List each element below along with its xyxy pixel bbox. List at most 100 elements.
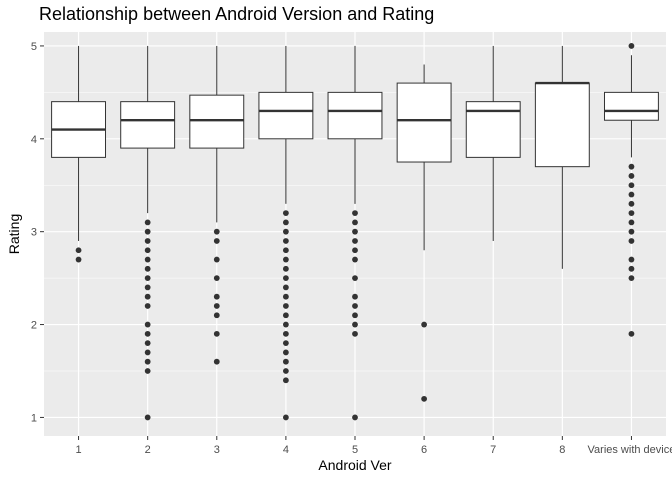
outlier-point: [628, 43, 635, 49]
outlier-point: [144, 228, 151, 235]
outlier-point: [144, 340, 151, 347]
y-tick-label: 1: [31, 412, 37, 424]
y-tick-label: 5: [31, 41, 37, 53]
outlier-point: [213, 256, 220, 263]
outlier-point: [628, 200, 635, 207]
x-tick-label: Varies with device: [588, 444, 672, 456]
y-tick-label: 3: [31, 227, 37, 239]
outlier-point: [628, 228, 635, 235]
outlier-point: [628, 173, 635, 179]
outlier-point: [628, 238, 635, 244]
box: [534, 82, 590, 168]
outlier-point: [144, 265, 151, 272]
outlier-point: [352, 247, 358, 254]
outlier-point: [352, 238, 358, 244]
outlier-point: [144, 303, 151, 309]
outlier-point: [282, 284, 289, 291]
x-tick-label: 3: [214, 444, 220, 456]
outlier-point: [628, 163, 635, 170]
outlier-point: [213, 312, 220, 319]
outlier-point: [282, 414, 289, 421]
outlier-point: [144, 358, 151, 365]
x-tick-label: 8: [559, 444, 565, 456]
box: [396, 82, 452, 163]
outlier-point: [213, 303, 220, 309]
outlier-point: [421, 321, 428, 328]
outlier-point: [282, 247, 289, 254]
outlier-point: [628, 275, 635, 282]
outlier-point: [282, 368, 289, 374]
outlier-point: [282, 219, 289, 226]
outlier-point: [144, 247, 151, 254]
outlier-point: [144, 256, 151, 263]
outlier-point: [282, 330, 289, 337]
outlier-point: [352, 330, 358, 337]
x-tick-label: 5: [352, 444, 358, 456]
outlier-point: [282, 303, 289, 309]
x-tick-label: 1: [75, 444, 81, 456]
outlier-point: [144, 284, 151, 291]
outlier-point: [352, 256, 358, 263]
outlier-point: [144, 330, 151, 337]
outlier-point: [213, 358, 220, 365]
outlier-point: [628, 219, 635, 226]
y-axis-title: Rating: [6, 214, 22, 254]
outlier-point: [144, 293, 151, 300]
outlier-point: [628, 191, 635, 198]
outlier-point: [352, 275, 358, 282]
outlier-point: [282, 312, 289, 319]
outlier-point: [213, 293, 220, 300]
box: [258, 91, 314, 140]
outlier-point: [352, 219, 358, 226]
outlier-point: [144, 349, 151, 356]
outlier-point: [352, 312, 358, 319]
outlier-point: [352, 210, 358, 217]
outlier-point: [352, 228, 358, 235]
box: [327, 91, 383, 140]
outlier-point: [282, 358, 289, 365]
outlier-point: [144, 238, 151, 244]
outlier-point: [282, 275, 289, 282]
box: [189, 94, 245, 149]
outlier-point: [282, 256, 289, 263]
outlier-point: [75, 247, 82, 254]
outlier-point: [282, 340, 289, 347]
outlier-point: [628, 210, 635, 217]
x-tick-label: 7: [490, 444, 496, 456]
outlier-point: [144, 219, 151, 226]
outlier-point: [352, 303, 358, 309]
outlier-point: [282, 349, 289, 356]
outlier-point: [75, 256, 82, 263]
outlier-point: [628, 182, 635, 189]
chart-title: Relationship between Android Version and…: [39, 4, 435, 24]
y-tick-label: 2: [31, 320, 37, 332]
outlier-point: [213, 238, 220, 244]
outlier-point: [421, 395, 428, 402]
x-tick-label: 2: [145, 444, 151, 456]
outlier-point: [213, 330, 220, 337]
outlier-point: [352, 414, 358, 421]
outlier-point: [282, 377, 289, 384]
outlier-point: [282, 238, 289, 244]
outlier-point: [282, 228, 289, 235]
outlier-point: [628, 330, 635, 337]
outlier-point: [213, 228, 220, 235]
outlier-point: [144, 321, 151, 328]
outlier-point: [282, 265, 289, 272]
box: [603, 91, 659, 121]
box: [120, 101, 176, 149]
x-tick-label: 4: [283, 444, 289, 456]
outlier-point: [628, 265, 635, 272]
outlier-point: [144, 275, 151, 282]
outlier-point: [144, 368, 151, 374]
outlier-point: [352, 321, 358, 328]
y-tick-label: 4: [31, 134, 37, 146]
outlier-point: [282, 321, 289, 328]
x-tick-label: 6: [421, 444, 427, 456]
outlier-point: [213, 275, 220, 282]
outlier-point: [628, 256, 635, 263]
x-axis-title: Android Ver: [318, 457, 391, 473]
outlier-point: [352, 293, 358, 300]
outlier-point: [282, 210, 289, 217]
